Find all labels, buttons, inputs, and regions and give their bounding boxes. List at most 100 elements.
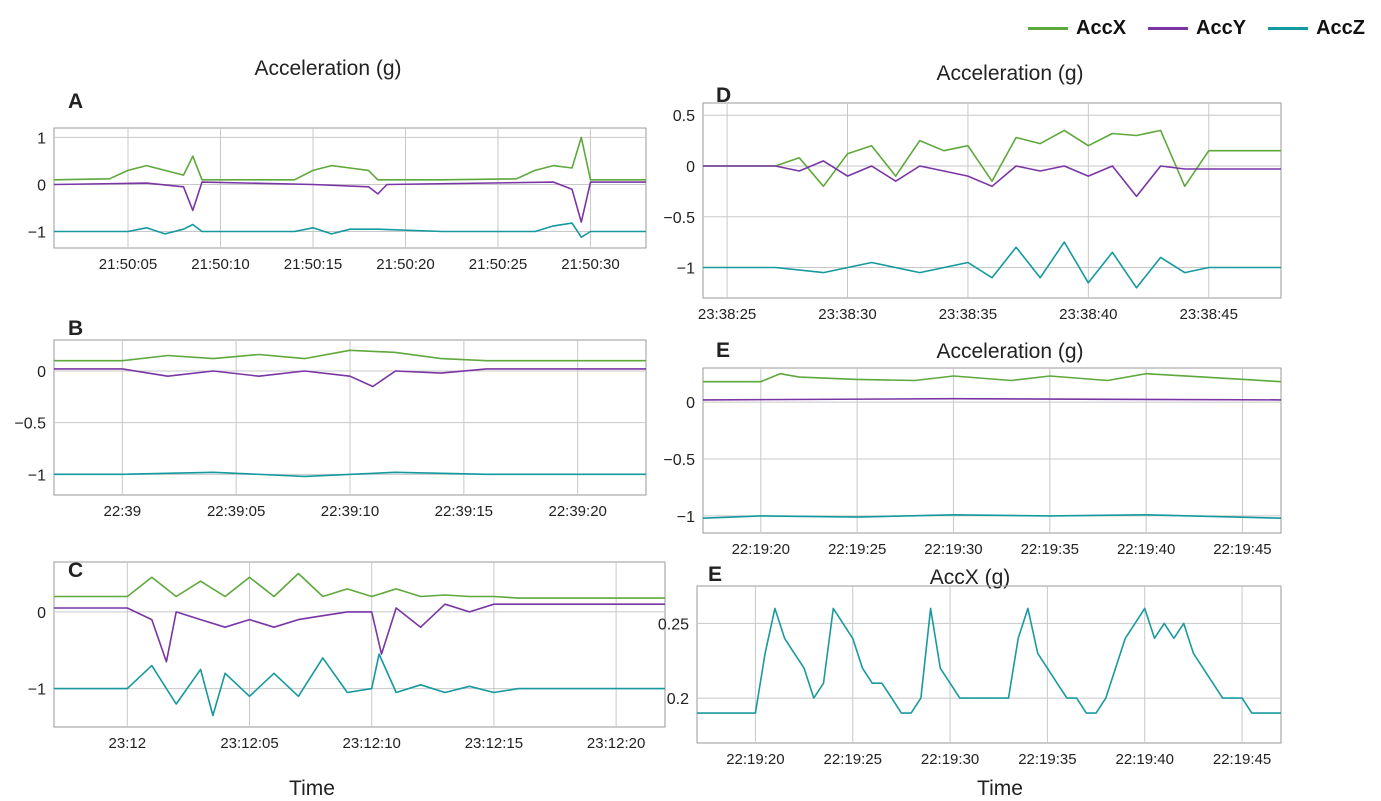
series-line-accx xyxy=(697,607,1281,714)
y-tick-label: −1 xyxy=(677,509,695,526)
y-tick-label: 1 xyxy=(37,130,46,147)
y-tick-label: 0 xyxy=(37,605,46,622)
y-tick-label: −1 xyxy=(28,682,46,699)
series-line-accz xyxy=(54,471,646,478)
series-line-accx xyxy=(703,129,1281,188)
y-tick-label: −1 xyxy=(28,467,46,484)
series-line-accy xyxy=(54,603,665,663)
series-line-accy xyxy=(703,160,1281,198)
panel-d-3: D Acceleration (g) 0.5 0 −0.5 −1 23:38:25 23:38… xyxy=(663,62,1282,323)
legend-label-accz: AccZ xyxy=(1316,16,1365,39)
panel-letter: B xyxy=(68,317,83,340)
x-tick-label: 21:50:10 xyxy=(191,256,249,273)
y-tick-label: −1 xyxy=(28,225,46,242)
x-tick-label: 22:19:30 xyxy=(924,541,982,558)
legend: AccX AccY AccZ xyxy=(1028,14,1381,42)
panel-letter: E xyxy=(708,563,722,586)
y-tick-label: 0 xyxy=(37,177,46,194)
legend-label-accx: AccX xyxy=(1076,16,1127,39)
x-tick-label: 23:38:35 xyxy=(939,306,997,323)
left-time-label: Time xyxy=(289,777,335,800)
panel-a-0: A 1 0 −1 21:50:05 21:50:10 21:50:15 21:50:20 21:… xyxy=(28,90,647,273)
x-tick-label: 21:50:25 xyxy=(469,256,527,273)
left-column-title: Acceleration (g) xyxy=(254,57,401,80)
x-tick-label: 23:38:40 xyxy=(1059,306,1117,323)
x-tick-label: 23:12 xyxy=(109,735,147,752)
x-tick-label: 22:39:10 xyxy=(321,503,379,520)
x-tick-label: 23:38:25 xyxy=(698,306,756,323)
y-tick-label: 0.5 xyxy=(673,108,695,125)
x-tick-label: 22:19:35 xyxy=(1021,541,1079,558)
x-tick-label: 23:12:15 xyxy=(465,735,523,752)
legend-item-accx: AccX xyxy=(1028,17,1126,40)
panel-title: Acceleration (g) xyxy=(936,62,1083,85)
x-tick-label: 22:19:30 xyxy=(921,751,979,768)
x-tick-label: 22:19:40 xyxy=(1116,751,1174,768)
plot-frame xyxy=(53,561,666,728)
x-tick-label: 23:12:10 xyxy=(343,735,401,752)
series-line-accx xyxy=(54,572,665,599)
series-line-accz xyxy=(702,513,1282,519)
y-tick-label: −1 xyxy=(677,261,695,278)
panel-title: Acceleration (g) xyxy=(936,340,1083,363)
x-tick-label: 22:19:25 xyxy=(824,751,882,768)
plot-frame xyxy=(702,367,1282,534)
legend-item-accy: AccY xyxy=(1148,17,1246,40)
y-tick-label: −0.5 xyxy=(663,452,695,469)
legend-swatch-accy xyxy=(1148,26,1189,30)
panel-b-1: B 0 −0.5 −1 22:39 22:39:05 22:39:10 22:39:15 22:… xyxy=(14,317,647,520)
right-time-label: Time xyxy=(977,777,1023,800)
x-tick-label: 22:19:45 xyxy=(1213,751,1271,768)
y-tick-label: 0 xyxy=(37,364,46,381)
legend-item-accz: AccZ xyxy=(1268,17,1365,40)
panel-letter: D xyxy=(716,84,731,107)
x-tick-label: 22:19:25 xyxy=(828,541,886,558)
x-tick-label: 21:50:05 xyxy=(99,256,157,273)
x-tick-label: 22:19:35 xyxy=(1018,751,1076,768)
series-line-accz xyxy=(54,222,646,238)
panels: A 1 0 −1 21:50:05 21:50:10 21:50:15 21:50:20 21:… xyxy=(14,62,1282,768)
x-tick-label: 23:12:20 xyxy=(587,735,645,752)
series-line-accy xyxy=(702,397,1282,401)
y-tick-label: 0.2 xyxy=(667,691,689,708)
x-tick-label: 21:50:15 xyxy=(284,256,342,273)
panel-e-5: E AccX (g) 0.25 0.2 22:19:20 22:19:25 22:19:30… xyxy=(658,563,1282,768)
legend-swatch-accx xyxy=(1028,26,1068,30)
series-line-accx xyxy=(53,136,646,181)
series-line-accz xyxy=(703,241,1281,289)
y-tick-label: 0 xyxy=(686,395,695,412)
x-tick-label: 22:19:20 xyxy=(732,541,790,558)
x-tick-label: 22:39 xyxy=(104,503,142,520)
y-tick-label: 0.25 xyxy=(658,616,689,633)
plot-frame xyxy=(696,585,1282,744)
y-tick-label: 0 xyxy=(686,159,695,176)
panel-title: AccX (g) xyxy=(930,566,1011,589)
x-tick-label: 23:38:30 xyxy=(818,306,876,323)
x-tick-label: 22:39:15 xyxy=(435,503,493,520)
series-line-accx xyxy=(54,349,646,362)
y-tick-label: −0.5 xyxy=(14,416,46,433)
panel-letter: E xyxy=(716,339,730,362)
x-tick-label: 23:12:05 xyxy=(220,735,278,752)
series-line-accy xyxy=(53,181,646,223)
legend-swatch-accz xyxy=(1268,26,1309,30)
panel-c-2: C 0 −1 23:12 23:12:05 23:12:10 23:12:15 23:12:2… xyxy=(28,559,666,752)
x-tick-label: 22:19:45 xyxy=(1213,541,1271,558)
plot-frame xyxy=(702,102,1282,299)
x-tick-label: 21:50:30 xyxy=(561,256,619,273)
x-tick-label: 22:19:40 xyxy=(1117,541,1175,558)
x-tick-label: 22:39:05 xyxy=(207,503,265,520)
panel-e-4: E Acceleration (g) 0 −0.5 −1 22:19:20 22:19:25… xyxy=(663,339,1282,558)
legend-label-accy: AccY xyxy=(1196,16,1247,39)
plot-frame xyxy=(53,127,647,249)
series-line-accy xyxy=(54,368,646,388)
x-tick-label: 22:19:20 xyxy=(726,751,784,768)
x-tick-label: 23:38:45 xyxy=(1180,306,1238,323)
series-line-accx xyxy=(703,372,1282,383)
x-tick-label: 22:39:20 xyxy=(548,503,606,520)
panel-letter: C xyxy=(68,559,83,582)
y-tick-label: −0.5 xyxy=(663,210,695,227)
x-tick-label: 21:50:20 xyxy=(376,256,434,273)
series-line-accz xyxy=(54,653,665,717)
